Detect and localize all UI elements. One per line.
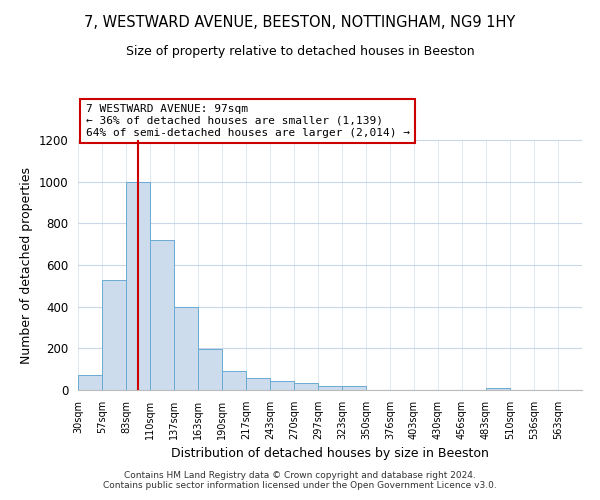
Text: 7, WESTWARD AVENUE, BEESTON, NOTTINGHAM, NG9 1HY: 7, WESTWARD AVENUE, BEESTON, NOTTINGHAM,… — [85, 15, 515, 30]
Bar — [486, 388, 510, 390]
Bar — [222, 371, 246, 390]
Bar — [78, 376, 102, 390]
Bar — [246, 378, 270, 390]
Bar — [318, 386, 342, 390]
Text: 7 WESTWARD AVENUE: 97sqm
← 36% of detached houses are smaller (1,139)
64% of sem: 7 WESTWARD AVENUE: 97sqm ← 36% of detach… — [86, 104, 410, 138]
Bar — [270, 380, 294, 390]
Bar — [294, 384, 318, 390]
Text: Size of property relative to detached houses in Beeston: Size of property relative to detached ho… — [125, 45, 475, 58]
Bar — [126, 182, 150, 390]
Bar — [342, 386, 366, 390]
Bar — [150, 240, 174, 390]
X-axis label: Distribution of detached houses by size in Beeston: Distribution of detached houses by size … — [171, 448, 489, 460]
Bar — [174, 306, 198, 390]
Bar — [198, 350, 222, 390]
Text: Contains HM Land Registry data © Crown copyright and database right 2024.
Contai: Contains HM Land Registry data © Crown c… — [103, 470, 497, 490]
Y-axis label: Number of detached properties: Number of detached properties — [20, 166, 33, 364]
Bar — [102, 280, 126, 390]
